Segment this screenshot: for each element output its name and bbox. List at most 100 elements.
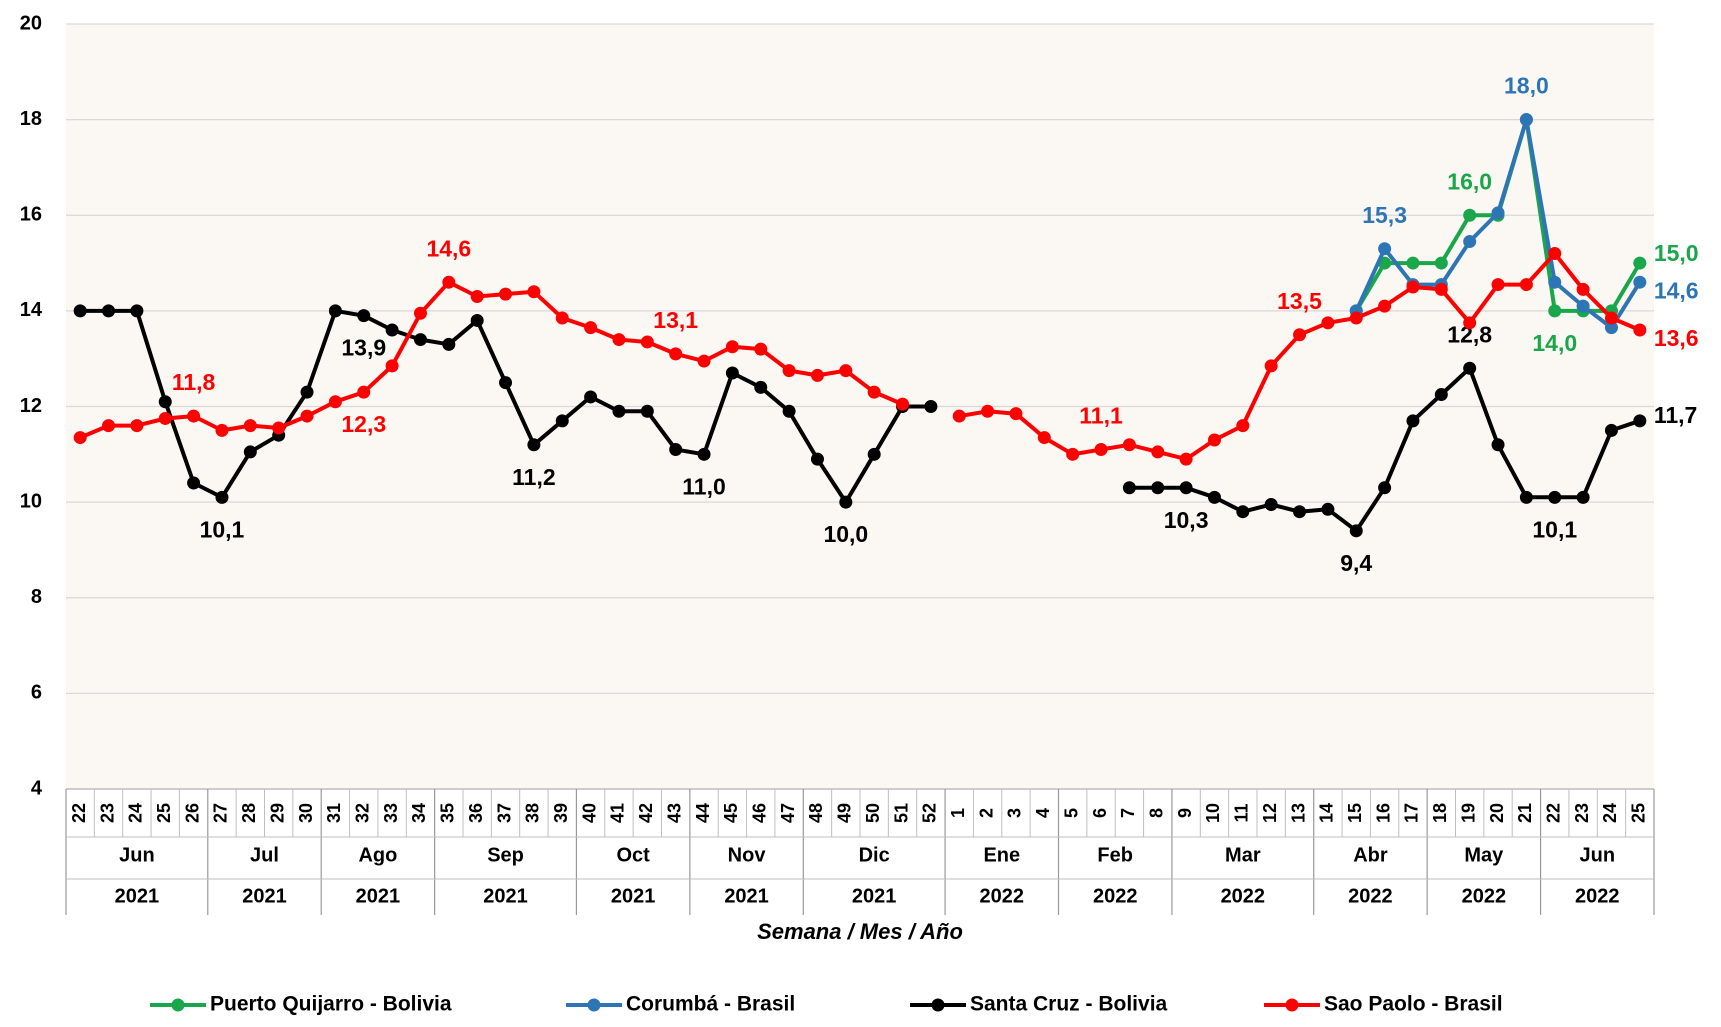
data-point	[357, 385, 371, 399]
data-point	[1519, 490, 1533, 504]
data-point	[867, 385, 881, 399]
week-label: 7	[1118, 808, 1138, 818]
week-label: 52	[920, 803, 940, 823]
data-point	[1207, 433, 1221, 447]
week-label: 16	[1373, 803, 1393, 823]
month-label: May	[1464, 844, 1504, 866]
week-label: 46	[750, 803, 770, 823]
data-point	[612, 404, 626, 418]
data-point	[158, 395, 172, 409]
data-point	[1406, 414, 1420, 428]
month-label: Ago	[358, 844, 397, 866]
week-label: 8	[1147, 808, 1167, 818]
data-label: 13,5	[1277, 288, 1322, 314]
data-point	[413, 333, 427, 347]
week-label: 24	[126, 803, 146, 823]
y-tick-label: 18	[20, 108, 42, 130]
week-label: 23	[97, 803, 117, 823]
week-label: 18	[1430, 803, 1450, 823]
data-point	[187, 409, 201, 423]
legend-label: Sao Paolo - Brasil	[1324, 993, 1503, 1016]
week-label: 13	[1288, 803, 1308, 823]
year-label: 2022	[1575, 885, 1620, 907]
data-point	[555, 414, 569, 428]
data-point	[1463, 235, 1477, 249]
month-label: Nov	[728, 844, 767, 866]
data-point	[1604, 423, 1618, 437]
data-point	[102, 419, 116, 433]
data-point	[697, 447, 711, 461]
data-point	[810, 452, 824, 466]
data-point	[1151, 481, 1165, 495]
data-label: 14,6	[1654, 277, 1699, 303]
data-label: 15,3	[1362, 202, 1407, 228]
data-point	[413, 306, 427, 320]
week-label: 42	[636, 803, 656, 823]
week-label: 30	[296, 803, 316, 823]
data-point	[357, 309, 371, 323]
week-label: 19	[1458, 803, 1478, 823]
data-point	[1491, 438, 1505, 452]
week-label: 48	[806, 803, 826, 823]
y-tick-label: 8	[31, 586, 42, 608]
data-point	[612, 333, 626, 347]
data-point	[1094, 443, 1108, 457]
data-point	[1633, 414, 1647, 428]
data-point	[1548, 247, 1562, 260]
year-label: 2021	[242, 885, 287, 907]
data-point	[102, 304, 116, 318]
data-point	[640, 404, 654, 418]
year-label: 2022	[1093, 885, 1138, 907]
week-label: 22	[1544, 803, 1564, 823]
y-tick-label: 10	[20, 490, 42, 512]
y-tick-label: 12	[20, 395, 42, 417]
data-point	[385, 323, 399, 337]
data-point	[1378, 481, 1392, 495]
data-point	[1604, 311, 1618, 325]
week-label: 33	[381, 803, 401, 823]
data-point	[73, 304, 87, 318]
year-label: 2021	[724, 885, 769, 907]
year-label: 2021	[115, 885, 160, 907]
year-label: 2021	[852, 885, 897, 907]
legend-marker	[587, 998, 601, 1012]
data-point	[499, 376, 513, 390]
week-label: 32	[353, 803, 373, 823]
week-label: 6	[1090, 808, 1110, 818]
week-label: 43	[664, 803, 684, 823]
year-label: 2021	[483, 885, 528, 907]
data-point	[1066, 447, 1080, 461]
data-point	[725, 340, 739, 354]
data-label: 10,3	[1164, 507, 1209, 533]
data-label: 10,1	[200, 516, 245, 542]
week-label: 34	[409, 803, 429, 823]
data-point	[442, 275, 456, 289]
data-point	[669, 443, 683, 457]
week-label: 26	[182, 803, 202, 823]
week-label: 25	[154, 803, 174, 823]
data-point	[1576, 490, 1590, 504]
month-label: Sep	[487, 844, 524, 866]
year-label: 2022	[1462, 885, 1507, 907]
week-label: 40	[579, 803, 599, 823]
week-label: 9	[1175, 808, 1195, 818]
data-point	[1037, 431, 1051, 445]
data-point	[158, 411, 172, 425]
data-point	[640, 335, 654, 349]
week-label: 28	[239, 803, 259, 823]
data-point	[300, 409, 314, 423]
week-label: 47	[778, 803, 798, 823]
legend-marker	[171, 998, 185, 1012]
month-label: Jun	[1580, 844, 1616, 866]
week-label: 45	[721, 803, 741, 823]
data-point	[130, 304, 144, 318]
data-point	[1463, 316, 1477, 330]
data-point	[1548, 304, 1562, 318]
data-point	[243, 445, 257, 459]
week-label: 3	[1005, 808, 1025, 818]
data-point	[555, 311, 569, 325]
data-point	[1264, 498, 1278, 512]
data-point	[1122, 438, 1136, 452]
data-point	[272, 421, 286, 435]
